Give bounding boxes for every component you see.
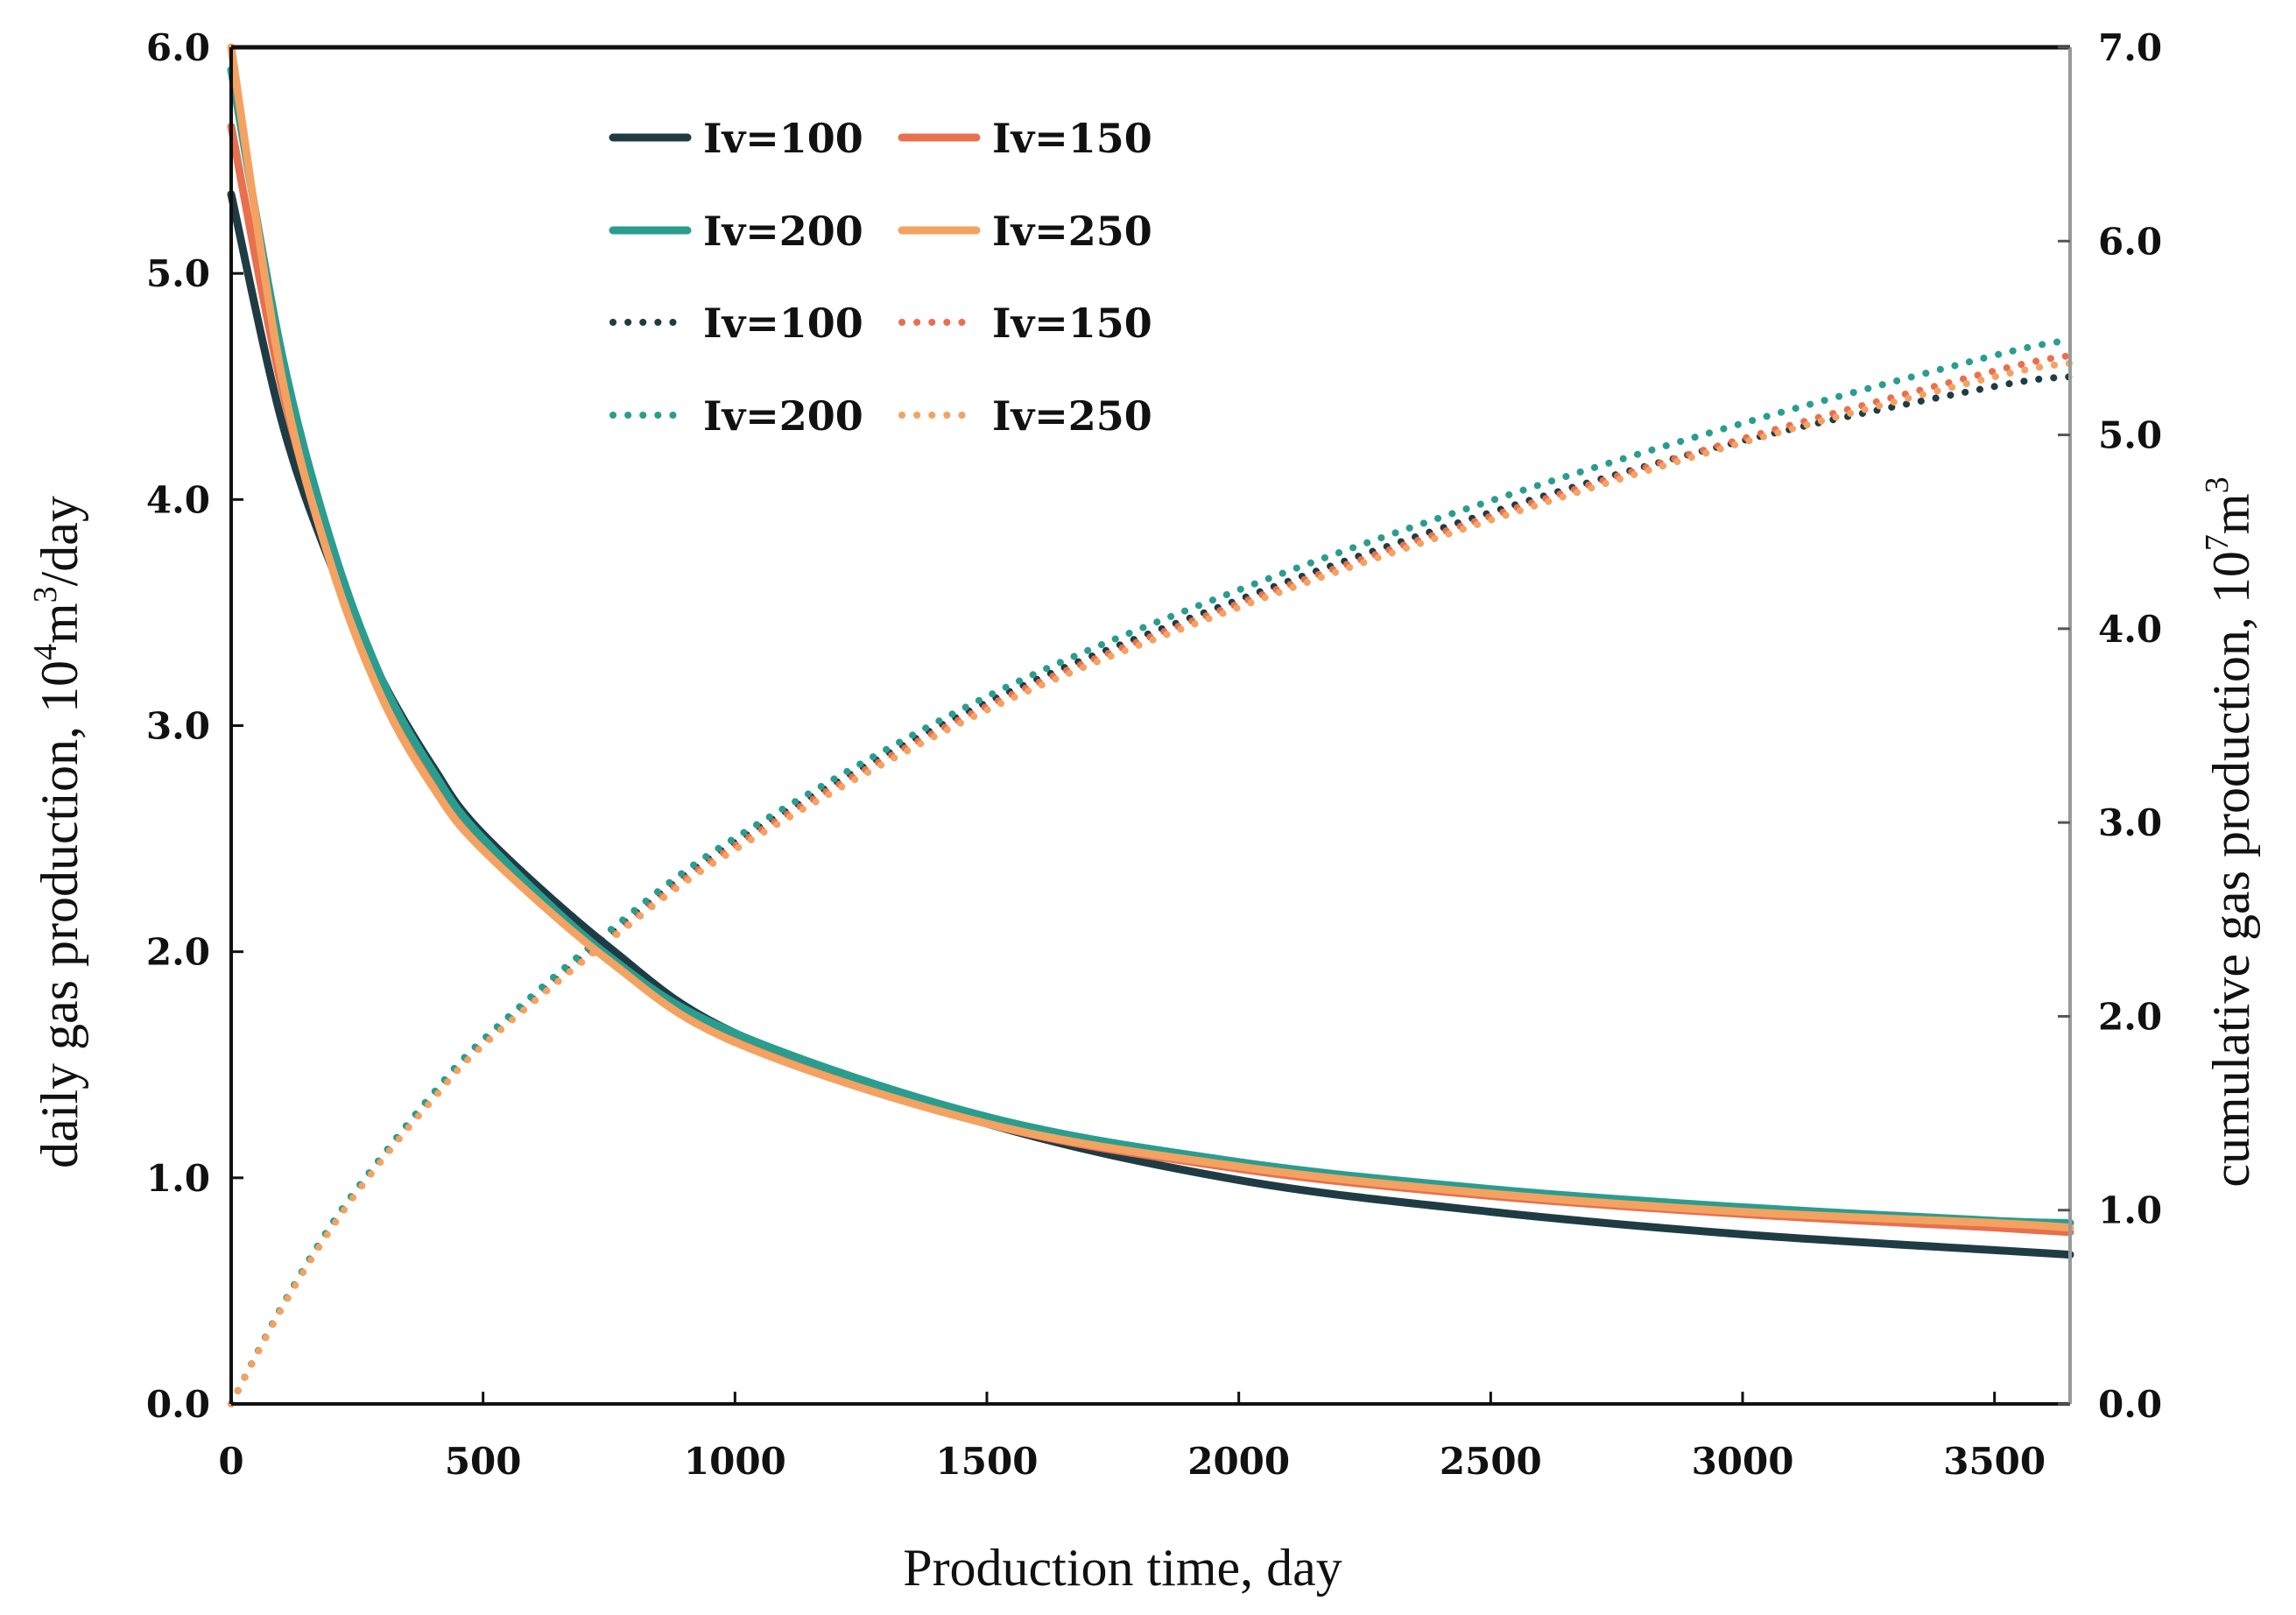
legend-label: Iv=150 — [992, 115, 1152, 162]
y-left-tick-label: 6.0 — [146, 26, 210, 69]
y-left-tick-label: 3.0 — [146, 705, 210, 748]
series-line-daily-iv-150 — [227, 122, 2074, 1237]
y-left-tick-label: 2.0 — [146, 931, 210, 974]
series-line-cumulative-iv-200 — [228, 336, 2074, 1407]
x-tick-label: 500 — [445, 1440, 522, 1483]
y-right-tick-label: 5.0 — [2098, 414, 2162, 457]
y-left-title-mid: m — [31, 603, 88, 644]
y-right-tick-label: 7.0 — [2098, 26, 2162, 69]
legend-label: Iv=250 — [992, 392, 1152, 440]
x-tick-label: 2000 — [1187, 1440, 1290, 1483]
tick-layer: 0 500 1000 1500 2000 2500 3000 3500 0.0 1.0 2.0 3.0… — [146, 26, 2162, 1483]
x-tick-label: 3000 — [1692, 1440, 1794, 1483]
y-left-axis-title: daily gas production, 104m3/day — [27, 496, 88, 1168]
y-right-tick-label: 0.0 — [2098, 1383, 2162, 1426]
y-left-title-sup: 4 — [27, 644, 64, 660]
series-line-daily-iv-200 — [227, 66, 2074, 1227]
y-right-title-prefix: cumulative gas production, 10 — [2202, 551, 2260, 1188]
x-tick-label: 2500 — [1440, 1440, 1542, 1483]
series-line-daily-iv-100 — [227, 190, 2074, 1259]
x-tick-label: 1000 — [684, 1440, 786, 1483]
series-line-daily-iv-250 — [227, 43, 2074, 1232]
legend-label: Iv=200 — [703, 208, 863, 255]
y-left-tick-label: 1.0 — [146, 1157, 210, 1200]
series-layer — [227, 43, 2074, 1407]
y-right-tick-label: 4.0 — [2098, 608, 2162, 651]
y-right-axis-title: cumulative gas production, 107m3 — [2199, 476, 2260, 1187]
legend-label: Iv=200 — [703, 392, 863, 440]
series-line-cumulative-iv-250 — [228, 359, 2074, 1407]
legend: Iv=100 Iv=150 Iv=200 Iv=250 Iv=100 Iv=150 Iv=2… — [609, 115, 1152, 440]
y-right-tick-label: 3.0 — [2098, 801, 2162, 844]
x-tick-label: 0 — [218, 1440, 243, 1483]
y-left-tick-label: 5.0 — [146, 252, 210, 295]
legend-label: Iv=150 — [992, 300, 1152, 347]
y-left-title-prefix: daily gas production, 10 — [31, 660, 88, 1168]
y-right-tick-label: 6.0 — [2098, 220, 2162, 263]
x-axis-title: Production time, day — [903, 1539, 1342, 1597]
x-tick-label: 1500 — [936, 1440, 1039, 1483]
y-left-tick-label: 0.0 — [146, 1383, 210, 1426]
y-right-tick-label: 1.0 — [2098, 1189, 2162, 1232]
series-line-cumulative-iv-100 — [228, 373, 2074, 1407]
legend-label: Iv=100 — [703, 115, 863, 162]
y-right-title-sup: 7 — [2199, 534, 2236, 551]
y-left-tick-label: 4.0 — [146, 478, 210, 521]
y-left-title-suffix: /day — [31, 496, 88, 586]
y-right-title-mid: m — [2202, 493, 2260, 534]
y-right-tick-label: 2.0 — [2098, 995, 2162, 1038]
x-tick-label: 3500 — [1943, 1440, 2046, 1483]
legend-label: Iv=100 — [703, 300, 863, 347]
legend-label: Iv=250 — [992, 208, 1152, 255]
y-left-title-sup2: 3 — [27, 586, 64, 603]
y-right-title-sup2: 3 — [2199, 476, 2236, 493]
series-line-cumulative-iv-150 — [228, 351, 2074, 1407]
